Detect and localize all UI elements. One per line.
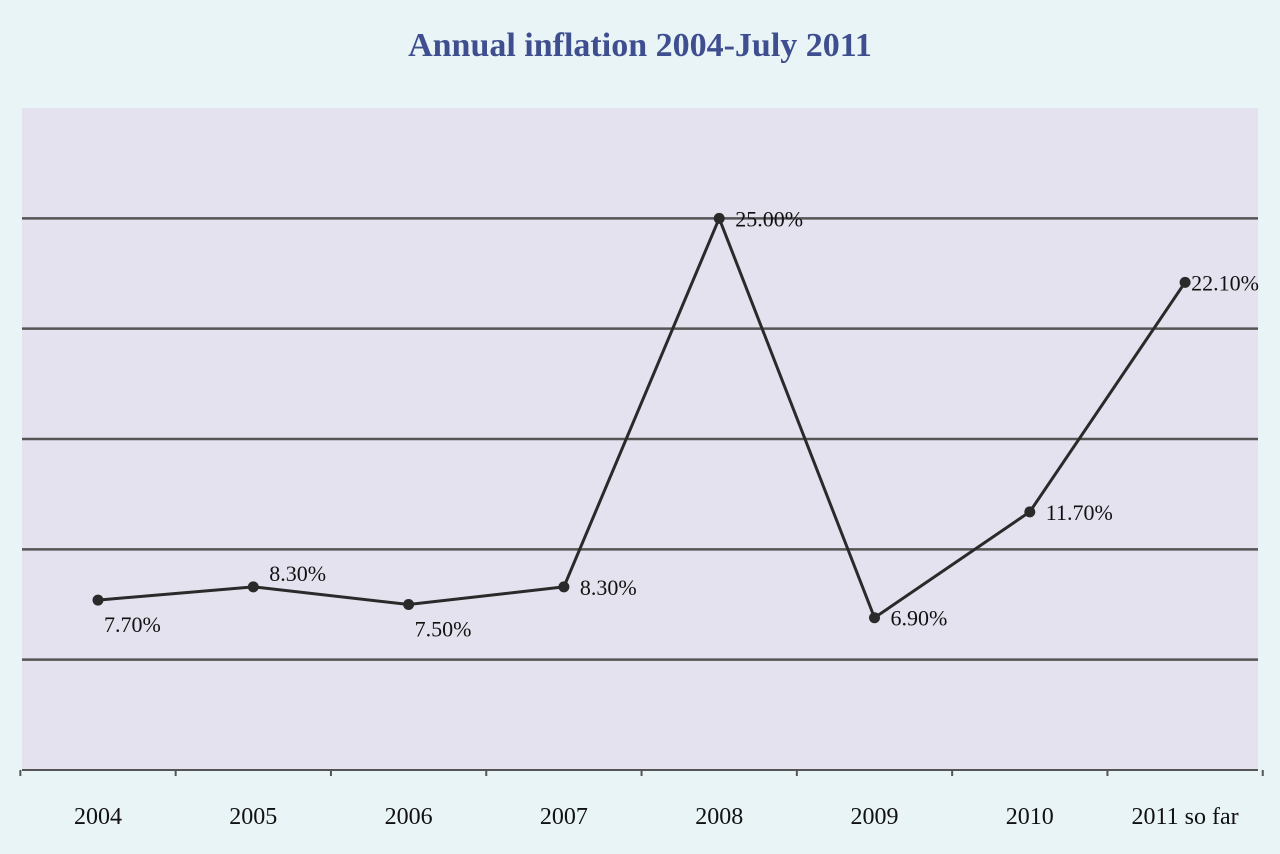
x-tick-label: 2008	[695, 804, 743, 830]
x-tick-label: 2010	[1006, 804, 1054, 830]
gridlines	[22, 217, 1258, 661]
data-point	[247, 581, 259, 593]
data-label: 8.30%	[580, 575, 637, 600]
data-point	[403, 599, 415, 610]
x-tick-label: 2011 so far	[1132, 804, 1239, 830]
x-tick-label: 2004	[74, 804, 122, 830]
data-label: 8.30%	[269, 561, 326, 586]
chart-title: Annual inflation 2004-July 2011	[408, 27, 872, 64]
data-label: 7.50%	[415, 617, 472, 642]
data-point	[1024, 506, 1036, 518]
data-point	[1179, 276, 1191, 288]
data-point	[713, 212, 725, 224]
x-tick-label: 2005	[229, 804, 277, 830]
data-point	[92, 594, 104, 606]
x-axis-tick-labels: 2004 2005 2006 2007 2008 2009 2010 2011 so far	[74, 804, 1239, 830]
x-tick-label: 2007	[540, 804, 588, 830]
data-label: 7.70%	[104, 612, 161, 637]
data-label: 6.90%	[891, 606, 948, 631]
series-layer	[92, 212, 1191, 624]
data-point	[558, 581, 570, 593]
series-line	[97, 214, 1187, 621]
x-axis-ticks	[19, 770, 1264, 776]
data-label: 25.00%	[735, 206, 803, 231]
data-point	[869, 612, 880, 624]
x-tick-label: 2009	[851, 804, 899, 830]
data-labels: 7.70% 8.30% 7.50% 8.30% 25.00% 6.90% 11.70% 22.…	[104, 206, 1259, 641]
data-label: 11.70%	[1046, 500, 1113, 525]
x-tick-label: 2006	[385, 804, 433, 830]
data-label: 22.10%	[1191, 270, 1259, 295]
